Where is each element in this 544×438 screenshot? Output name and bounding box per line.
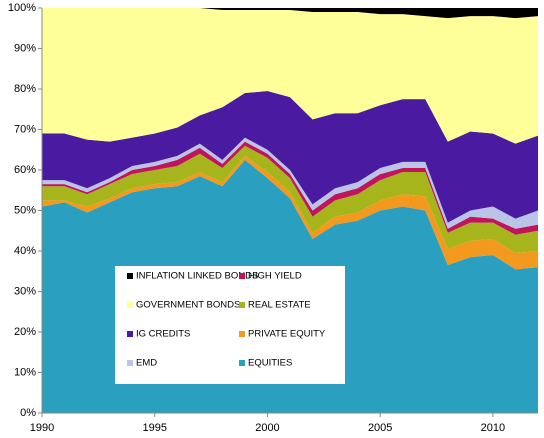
area (42, 137, 538, 229)
y-tick-label: 60% (14, 164, 36, 176)
y-tick-label: 90% (14, 42, 36, 54)
area (42, 8, 538, 144)
x-tick-label: 2005 (368, 422, 392, 434)
legend-swatch (127, 360, 133, 366)
y-tick-label: 100% (8, 2, 36, 14)
y-tick-label: 50% (14, 204, 36, 216)
x-tick-label: 2010 (481, 422, 505, 434)
x-tick-label: 1995 (142, 422, 166, 434)
y-tick-label: 0% (20, 407, 36, 419)
legend-label: GOVERNMENT BONDS (136, 300, 240, 311)
legend-swatch (239, 360, 245, 366)
y-tick-label: 20% (14, 326, 36, 338)
area (42, 145, 538, 254)
y-tick-label: 80% (14, 83, 36, 95)
legend-label: PRIVATE EQUITY (248, 329, 326, 340)
legend-label: EQUITIES (248, 358, 292, 369)
legend-label: EMD (136, 358, 157, 369)
legend-swatch (127, 302, 133, 308)
legend-swatch (239, 302, 245, 308)
x-tick-label: 1990 (30, 422, 54, 434)
y-tick-label: 40% (14, 245, 36, 257)
y-tick-label: 10% (14, 366, 36, 378)
legend-label: REAL ESTATE (248, 300, 311, 311)
legend-label: IG CREDITS (136, 329, 190, 340)
legend-swatch (239, 331, 245, 337)
y-tick-label: 30% (14, 285, 36, 297)
area (42, 8, 538, 19)
legend-swatch (127, 331, 133, 337)
area (42, 155, 538, 270)
legend-swatch (127, 273, 133, 279)
legend-label: INFLATION LINKED BONDS (136, 271, 258, 282)
x-tick-label: 2000 (255, 422, 279, 434)
legend-box (115, 266, 345, 384)
legend-label: HIGH YIELD (248, 271, 302, 282)
legend-swatch (239, 273, 245, 279)
area (42, 91, 538, 223)
y-tick-label: 70% (14, 123, 36, 135)
area (42, 141, 538, 235)
